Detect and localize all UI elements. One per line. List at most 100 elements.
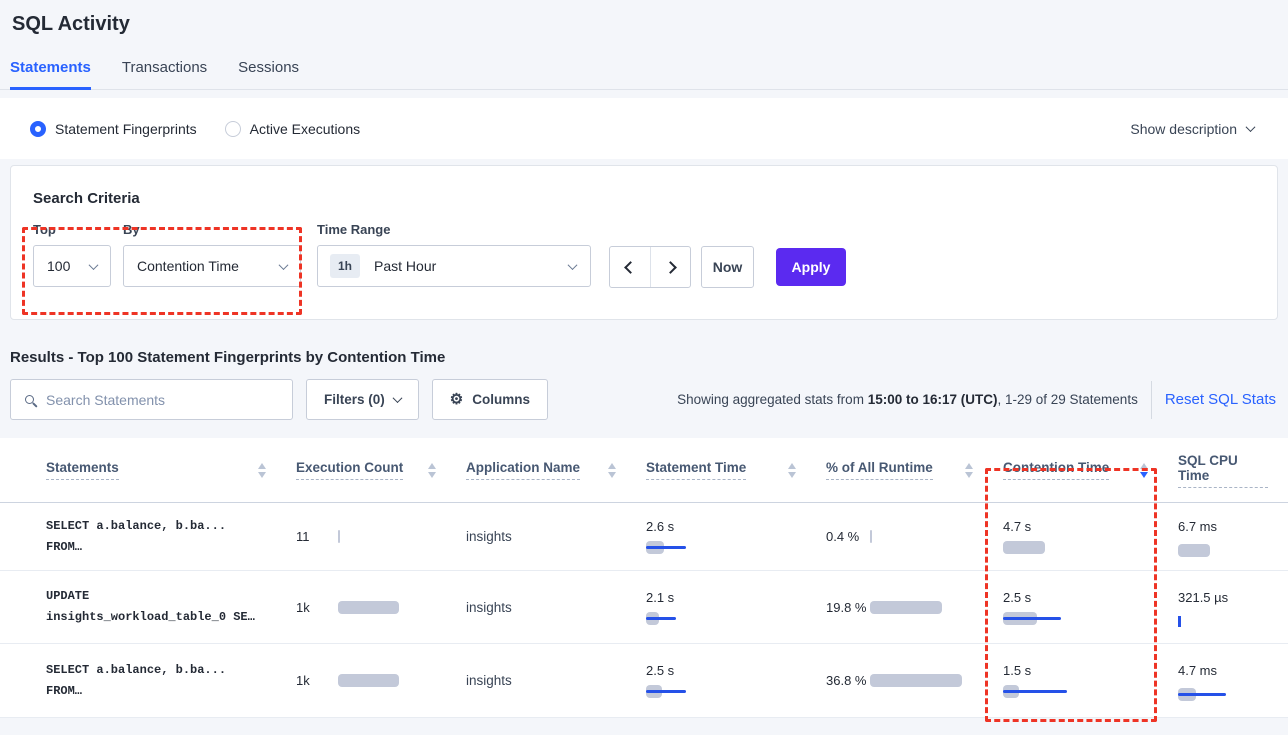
radio-label: Statement Fingerprints xyxy=(55,120,197,137)
sort-icon[interactable] xyxy=(598,462,616,478)
by-select-value: Contention Time xyxy=(137,258,239,274)
results-heading: Results - Top 100 Statement Fingerprints… xyxy=(10,349,446,366)
tab-bar: Statements Transactions Sessions xyxy=(0,59,1288,90)
chevron-right-icon xyxy=(664,260,677,274)
statement-fingerprint-link[interactable]: UPDATE insights_workload_table_0 SE… xyxy=(46,589,255,624)
column-header-pct-all-runtime[interactable]: % of All Runtime xyxy=(816,438,993,502)
statement-fingerprint-link[interactable]: SELECT a.balance, b.ba... FROM… xyxy=(46,518,227,554)
time-range-value: Past Hour xyxy=(374,258,437,274)
statement-time-bar xyxy=(646,685,816,698)
runtime-bar xyxy=(870,674,966,687)
contention-time-cell: 1.5 s xyxy=(993,644,1168,717)
runtime-bar xyxy=(870,530,966,543)
results-toolbar: Filters (0) ⚙ Columns Showing aggregated… xyxy=(10,379,1278,420)
execution-count-bar xyxy=(338,600,434,614)
runtime-pct-cell: 36.8 % xyxy=(816,644,993,717)
search-criteria-heading: Search Criteria xyxy=(33,190,140,207)
radio-active-executions[interactable]: Active Executions xyxy=(224,120,361,137)
execution-count-bar xyxy=(338,674,434,687)
columns-button[interactable]: ⚙ Columns xyxy=(431,379,548,420)
statement-time-cell: 2.5 s xyxy=(636,644,816,717)
contention-time-cell: 4.7 s xyxy=(993,503,1168,570)
search-statements-box xyxy=(10,379,293,420)
by-label: By xyxy=(123,222,140,237)
sql-cpu-time-cell: 6.7 ms xyxy=(1168,503,1288,570)
statement-time-cell: 2.6 s xyxy=(636,503,816,570)
now-button[interactable]: Now xyxy=(701,246,754,288)
contention-time-bar xyxy=(1003,685,1168,698)
time-range-select[interactable]: 1h Past Hour xyxy=(317,245,591,287)
execution-count-bar xyxy=(338,530,434,543)
gear-icon: ⚙ xyxy=(449,391,464,408)
sort-icon[interactable] xyxy=(778,462,796,478)
execution-count-cell: 1k xyxy=(286,644,456,717)
top-select-value: 100 xyxy=(47,258,71,274)
apply-button[interactable]: Apply xyxy=(776,248,846,286)
table-header-row: Statements Execution Count Application N… xyxy=(0,438,1288,503)
next-time-button[interactable] xyxy=(650,247,690,287)
application-name-cell: insights xyxy=(466,529,512,544)
column-header-sql-cpu-time[interactable]: SQL CPU Time xyxy=(1168,438,1288,502)
chevron-down-icon xyxy=(392,393,403,404)
sort-icon[interactable] xyxy=(418,462,436,478)
statement-time-bar xyxy=(646,541,816,554)
table-row[interactable]: UPDATE insights_workload_table_0 SE… 1k … xyxy=(0,571,1288,644)
radio-unselected-icon xyxy=(224,120,241,137)
tab-statements[interactable]: Statements xyxy=(10,59,91,90)
radio-label: Active Executions xyxy=(249,120,361,137)
column-header-contention-time[interactable]: Contention Time xyxy=(993,438,1168,502)
table-row[interactable]: SELECT a.balance, b.ba... FROM… 1k insig… xyxy=(0,644,1288,718)
table-row[interactable]: SELECT a.balance, b.ba... FROM… 11 insig… xyxy=(0,503,1288,571)
runtime-pct-cell: 19.8 % xyxy=(816,571,993,643)
contention-time-bar xyxy=(1003,541,1168,554)
runtime-bar xyxy=(870,600,966,614)
sql-cpu-time-cell: 4.7 ms xyxy=(1168,644,1288,717)
sql-cpu-time-cell: 321.5 µs xyxy=(1168,571,1288,643)
chevron-down-icon xyxy=(278,259,289,270)
application-name-cell: insights xyxy=(466,673,512,688)
contention-time-cell: 2.5 s xyxy=(993,571,1168,643)
toolbar-divider xyxy=(1150,380,1152,419)
statements-table: Statements Execution Count Application N… xyxy=(0,438,1288,718)
column-header-statement-time[interactable]: Statement Time xyxy=(636,438,816,502)
chevron-left-icon xyxy=(623,260,637,274)
sort-icon[interactable] xyxy=(248,462,266,478)
search-icon xyxy=(25,395,34,404)
sort-icon[interactable] xyxy=(955,462,973,478)
column-header-execution-count[interactable]: Execution Count xyxy=(286,438,456,502)
statement-time-cell: 2.1 s xyxy=(636,571,816,643)
view-toggle-band: Statement Fingerprints Active Executions… xyxy=(0,98,1288,159)
show-description-label: Show description xyxy=(1130,120,1237,137)
show-description-toggle[interactable]: Show description xyxy=(1130,120,1256,137)
radio-statement-fingerprints[interactable]: Statement Fingerprints xyxy=(30,120,197,137)
prev-time-button[interactable] xyxy=(610,247,650,287)
chevron-down-icon xyxy=(88,259,99,270)
execution-count-cell: 1k xyxy=(286,571,456,643)
filters-button[interactable]: Filters (0) xyxy=(306,379,419,420)
tab-transactions[interactable]: Transactions xyxy=(121,59,208,76)
by-select[interactable]: Contention Time xyxy=(123,245,301,287)
runtime-pct-cell: 0.4 % xyxy=(816,503,993,570)
time-range-badge: 1h xyxy=(330,254,361,278)
execution-count-cell: 11 xyxy=(286,503,456,570)
reset-sql-stats-link[interactable]: Reset SQL Stats xyxy=(1164,391,1276,408)
tab-sessions[interactable]: Sessions xyxy=(238,59,300,76)
showing-stats-text: Showing aggregated stats from 15:00 to 1… xyxy=(677,392,1138,407)
statement-fingerprint-link[interactable]: SELECT a.balance, b.ba... FROM… xyxy=(46,662,227,698)
contention-time-bar xyxy=(1003,611,1168,625)
page-title: SQL Activity xyxy=(12,13,130,35)
column-header-application-name[interactable]: Application Name xyxy=(456,438,636,502)
sql-cpu-bar xyxy=(1178,615,1288,628)
column-header-statements[interactable]: Statements xyxy=(36,438,286,502)
time-range-label: Time Range xyxy=(317,222,391,237)
columns-label: Columns xyxy=(472,392,530,407)
search-statements-input[interactable] xyxy=(46,391,280,408)
application-name-cell: insights xyxy=(466,599,512,615)
top-label: Top xyxy=(33,222,56,237)
top-select[interactable]: 100 xyxy=(33,245,111,287)
radio-selected-icon xyxy=(30,120,46,137)
filters-label: Filters (0) xyxy=(324,392,385,407)
chevron-down-icon xyxy=(1245,122,1256,133)
sort-icon-active-desc[interactable] xyxy=(1130,462,1148,478)
